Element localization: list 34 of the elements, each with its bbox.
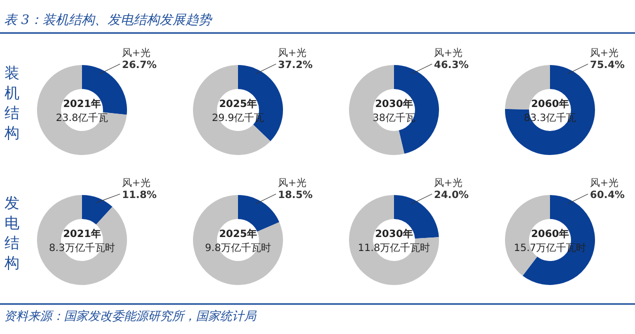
slice-label: 风+光 xyxy=(434,47,462,59)
slice-label: 风+光 xyxy=(278,47,306,59)
data-label: 46.3% xyxy=(434,60,469,71)
text: 装机结构 xyxy=(4,64,20,142)
slice-label: 风+光 xyxy=(122,177,150,189)
text: 2060年 xyxy=(531,228,569,240)
text: 8.3万亿千瓦时 xyxy=(49,242,115,254)
text: 23.8亿千瓦 xyxy=(56,112,108,124)
text: 2030年 xyxy=(375,98,413,110)
data-label: 11.8% xyxy=(122,190,157,201)
donut-slice xyxy=(82,195,112,225)
text: 9.8万亿千瓦时 xyxy=(205,242,271,254)
text: 2025年 xyxy=(219,98,257,110)
slice-label: 风+光 xyxy=(434,177,462,189)
text: 11.8万亿千瓦时 xyxy=(358,242,430,254)
donut-slice xyxy=(193,65,270,155)
data-label: 26.7% xyxy=(122,60,157,71)
text: 2021年 xyxy=(63,98,101,110)
text: 表 3：装机结构、发电结构发展趋势 xyxy=(4,13,212,28)
data-label: 75.4% xyxy=(590,60,625,71)
data-label: 60.4% xyxy=(590,190,625,201)
data-label: 37.2% xyxy=(278,60,313,71)
slice-label: 风+光 xyxy=(590,47,618,59)
text: 2030年 xyxy=(375,228,413,240)
text: 2060年 xyxy=(531,98,569,110)
text: 2021年 xyxy=(63,228,101,240)
data-label: 18.5% xyxy=(278,190,313,201)
slice-label: 风+光 xyxy=(590,177,618,189)
text: 发电结构 xyxy=(4,194,20,272)
slice-label: 风+光 xyxy=(122,47,150,59)
data-label: 24.0% xyxy=(434,190,469,201)
slice-label: 风+光 xyxy=(278,177,306,189)
text: 资料来源：国家发改委能源研究所，国家统计局 xyxy=(4,309,257,323)
text: 2025年 xyxy=(219,228,257,240)
